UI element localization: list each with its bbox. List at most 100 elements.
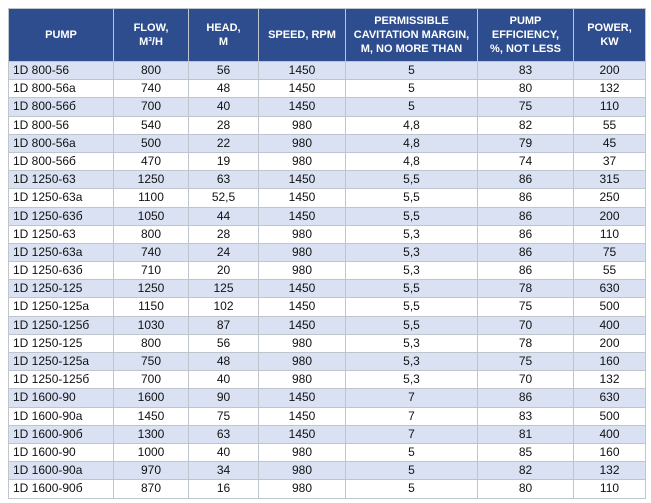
table-row: 1D 800-56a 740 48 1450 5 80 132 — [8, 79, 646, 99]
cell-speed: 1450 — [258, 60, 346, 81]
table-row: 1D 1250-63a 1100 52,5 1450 5,5 86 250 — [8, 188, 646, 208]
table-row: 1D 1250-125a 1150 102 1450 5,5 75 500 — [8, 297, 646, 317]
cell-cavitation: 5,3 — [345, 224, 478, 244]
cell-head: 102 — [188, 297, 259, 317]
header-line: M — [218, 36, 229, 48]
cell-power: 132 — [573, 79, 646, 99]
cell-pump: 1D 1600-90б — [8, 424, 114, 444]
table-header: PUMP FLOW, M³/H HEAD, M SPEED, RPM PERMISSIBLE… — [8, 8, 646, 62]
cell-flow: 1150 — [113, 297, 189, 317]
header-line: KW — [600, 36, 619, 48]
cell-cavitation: 4,8 — [345, 133, 478, 153]
cell-flow: 470 — [113, 151, 189, 172]
table-row: 1D 800-56б 700 40 1450 5 75 110 — [8, 97, 646, 117]
cell-flow: 710 — [113, 261, 189, 281]
cell-flow: 800 — [113, 60, 189, 81]
header-line: HEAD, — [206, 21, 241, 34]
cell-power: 500 — [573, 297, 646, 317]
cell-speed: 1450 — [258, 97, 346, 117]
cell-cavitation: 5,5 — [345, 206, 478, 226]
table-row: 1D 1250-63a 740 24 980 5,3 86 75 — [8, 242, 646, 263]
cell-pump: 1D 800-56a — [8, 133, 114, 153]
cell-power: 37 — [573, 151, 646, 172]
cell-efficiency: 86 — [477, 188, 574, 208]
cell-power: 200 — [573, 333, 646, 354]
cell-power: 200 — [573, 60, 646, 81]
cell-flow: 1100 — [113, 188, 189, 208]
cell-efficiency: 75 — [477, 297, 574, 317]
cell-cavitation: 5,3 — [345, 242, 478, 263]
cell-flow: 750 — [113, 351, 189, 372]
cell-speed: 980 — [258, 333, 346, 354]
cell-speed: 1450 — [258, 170, 346, 190]
cell-pump: 1D 1250-125 — [8, 333, 114, 354]
cell-power: 630 — [573, 388, 646, 408]
cell-head: 40 — [188, 370, 259, 390]
cell-efficiency: 86 — [477, 261, 574, 281]
cell-efficiency: 83 — [477, 60, 574, 81]
cell-speed: 1450 — [258, 315, 346, 335]
header-line: PUMP — [509, 14, 542, 27]
cell-cavitation: 7 — [345, 424, 478, 444]
cell-power: 132 — [573, 370, 646, 390]
cell-efficiency: 78 — [477, 279, 574, 299]
cell-pump: 1D 1250-63a — [8, 188, 114, 208]
cell-power: 110 — [573, 224, 646, 244]
cell-pump: 1D 800-56 — [8, 115, 114, 135]
cell-head: 48 — [188, 351, 259, 372]
cell-cavitation: 5,5 — [345, 188, 478, 208]
header-line: PERMISSIBLE — [374, 14, 449, 27]
table-row: 1D 1600-90a 970 34 980 5 82 132 — [8, 461, 646, 481]
cell-efficiency: 86 — [477, 242, 574, 263]
cell-pump: 1D 1250-63a — [8, 242, 114, 263]
cell-cavitation: 5 — [345, 60, 478, 81]
cell-speed: 1450 — [258, 424, 346, 444]
cell-pump: 1D 1600-90a — [8, 406, 114, 426]
cell-flow: 1450 — [113, 406, 189, 426]
table-row: 1D 1250-63 800 28 980 5,3 86 110 — [8, 224, 646, 244]
cell-flow: 800 — [113, 333, 189, 354]
cell-power: 55 — [573, 261, 646, 281]
cell-pump: 1D 1600-90a — [8, 461, 114, 481]
cell-head: 16 — [188, 479, 259, 499]
cell-speed: 1450 — [258, 406, 346, 426]
cell-cavitation: 5 — [345, 97, 478, 117]
cell-cavitation: 5,5 — [345, 297, 478, 317]
cell-pump: 1D 1250-125б — [8, 370, 114, 390]
table-row: 1D 1250-125 1250 125 1450 5,5 78 630 — [8, 279, 646, 299]
cell-power: 630 — [573, 279, 646, 299]
cell-speed: 1450 — [258, 297, 346, 317]
cell-power: 110 — [573, 479, 646, 499]
column-header-efficiency: PUMP EFFICIENCY, %, NOT LESS — [477, 8, 574, 62]
cell-speed: 980 — [258, 133, 346, 153]
header-line: SPEED, RPM — [268, 28, 336, 41]
table-row: 1D 800-56a 500 22 980 4,8 79 45 — [8, 133, 646, 153]
cell-head: 90 — [188, 388, 259, 408]
cell-cavitation: 5,3 — [345, 370, 478, 390]
cell-flow: 1300 — [113, 424, 189, 444]
cell-pump: 1D 1250-125a — [8, 297, 114, 317]
cell-pump: 1D 1250-63 — [8, 170, 114, 190]
cell-flow: 800 — [113, 224, 189, 244]
cell-power: 200 — [573, 206, 646, 226]
cell-power: 160 — [573, 442, 646, 463]
cell-cavitation: 5,3 — [345, 351, 478, 372]
cell-flow: 700 — [113, 97, 189, 117]
cell-pump: 1D 1600-90 — [8, 442, 114, 463]
cell-flow: 1250 — [113, 279, 189, 299]
cell-efficiency: 83 — [477, 406, 574, 426]
cell-efficiency: 80 — [477, 479, 574, 499]
cell-flow: 1600 — [113, 388, 189, 408]
cell-power: 132 — [573, 461, 646, 481]
cell-efficiency: 86 — [477, 388, 574, 408]
cell-cavitation: 7 — [345, 388, 478, 408]
cell-speed: 980 — [258, 479, 346, 499]
cell-efficiency: 86 — [477, 170, 574, 190]
cell-efficiency: 82 — [477, 461, 574, 481]
column-header-cavitation: PERMISSIBLE CAVITATION MARGIN, M, NO MORE … — [345, 8, 478, 62]
table-row: 1D 800-56 540 28 980 4,8 82 55 — [8, 115, 646, 135]
cell-head: 34 — [188, 461, 259, 481]
cell-efficiency: 70 — [477, 315, 574, 335]
cell-power: 250 — [573, 188, 646, 208]
column-header-pump: PUMP — [8, 8, 114, 62]
